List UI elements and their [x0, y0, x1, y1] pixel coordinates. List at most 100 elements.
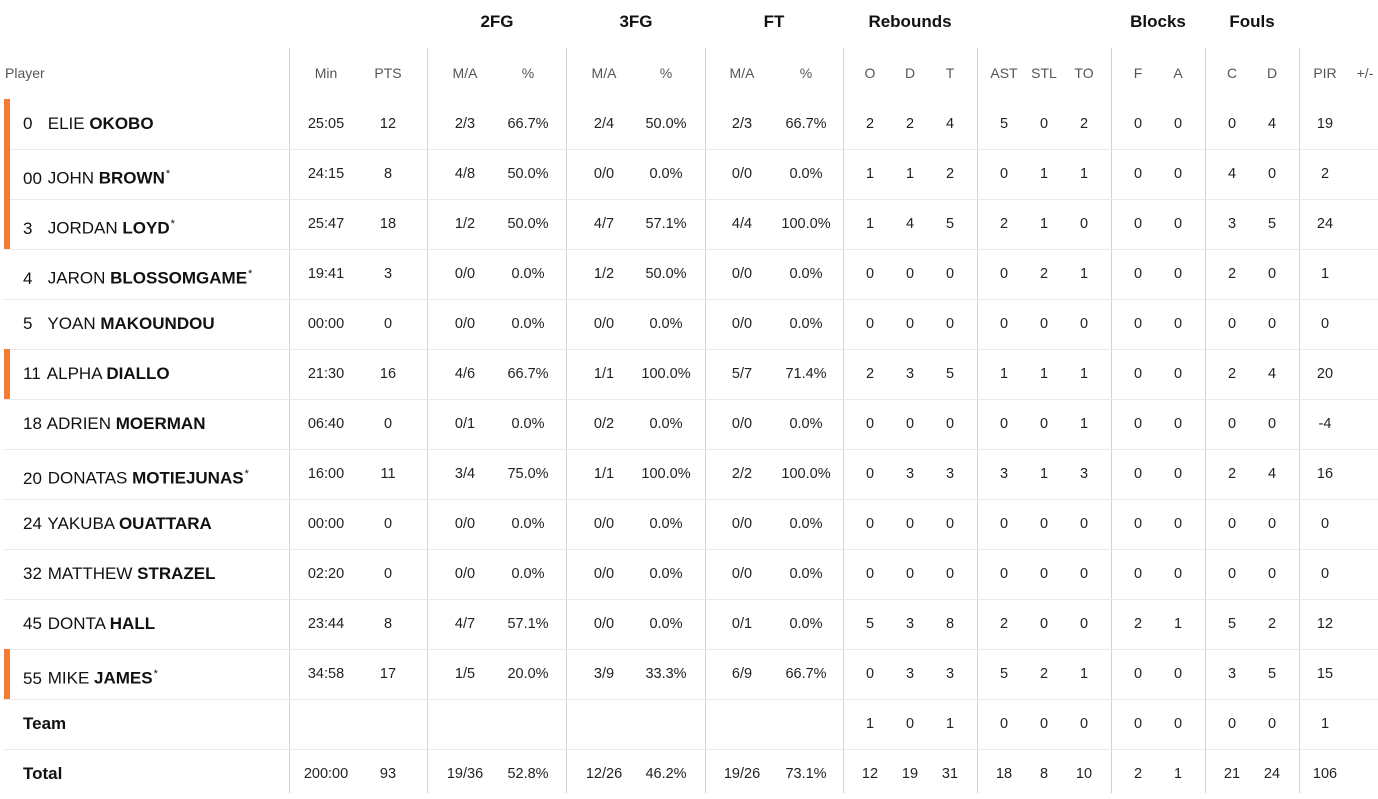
player-row[interactable]: 55 MIKE JAMES* 34:58 17 1/5 20.0% 3/9 33.3% 6/9… [0, 649, 1378, 699]
3fg-made-attempted-cell: 0/0 [593, 516, 615, 532]
player-name-cell[interactable]: 4 JARON BLOSSOMGAME* [23, 249, 252, 299]
player-name-cell[interactable]: 24 YAKUBA OUATTARA [23, 499, 212, 549]
row-divider [4, 399, 1378, 400]
column-header-blk-a[interactable]: A [1173, 65, 1183, 81]
plus-minus-cell [1333, 499, 1378, 549]
turnovers-cell: 10 [1075, 766, 1093, 782]
player-name-cell[interactable]: 3 JORDAN LOYD* [23, 199, 175, 249]
last-name: BLOSSOMGAME [110, 268, 248, 288]
turnovers-cell: 3 [1079, 466, 1089, 482]
column-header-pir[interactable]: PIR [1313, 65, 1337, 81]
column-header-reb-d[interactable]: D [904, 65, 916, 81]
2fg-percentage-cell: 52.8% [507, 766, 549, 782]
total-row: Total 200:00 93 19/36 52.8% 12/26 46.2% 19/26 73… [0, 749, 1378, 799]
first-name: DONTA [47, 614, 106, 633]
pts-cell: 0 [383, 416, 393, 432]
column-header-pts[interactable]: PTS [374, 65, 402, 81]
steals-cell: 2 [1039, 266, 1049, 282]
2fg-made-attempted-cell: 0/0 [454, 566, 476, 582]
min-cell: 34:58 [307, 666, 345, 682]
ft-made-attempted-cell: 0/0 [731, 166, 753, 182]
column-header-ft-pct[interactable]: % [799, 65, 813, 81]
ft-percentage-cell: 0.0% [789, 516, 823, 532]
total-row-label: Total [23, 764, 63, 783]
player-name-cell[interactable]: 55 MIKE JAMES* [23, 649, 158, 699]
total-rebounds-cell: 0 [945, 266, 955, 282]
blocks-for-cell: 0 [1133, 116, 1143, 132]
column-header-ft-ma[interactable]: M/A [729, 65, 755, 81]
defensive-rebounds-cell: 1 [905, 166, 915, 182]
player-row[interactable]: 24 YAKUBA OUATTARA 00:00 0 0/0 0.0% 0/0 0.0% 0/… [0, 499, 1378, 549]
column-header-reb-o[interactable]: O [864, 65, 876, 81]
first-name: ALPHA [46, 364, 102, 383]
player-row[interactable]: 20 DONATAS MOTIEJUNAS* 16:00 11 3/4 75.0% 1/1… [0, 449, 1378, 499]
pir-cell: 0 [1320, 316, 1330, 332]
column-divider [1299, 48, 1300, 793]
column-header-player[interactable]: Player [5, 65, 45, 81]
column-header-2fg-ma[interactable]: M/A [452, 65, 478, 81]
row-divider [4, 649, 1378, 650]
fouls-committed-cell: 0 [1227, 716, 1237, 732]
fouls-drawn-cell: 5 [1267, 666, 1277, 682]
column-header-to[interactable]: TO [1074, 65, 1094, 81]
blocks-against-cell: 0 [1173, 716, 1183, 732]
player-row[interactable]: 00 JOHN BROWN* 24:15 8 4/8 50.0% 0/0 0.0% 0/0 0.… [0, 149, 1378, 199]
column-header-fouls-d[interactable]: D [1266, 65, 1278, 81]
column-header-stl[interactable]: STL [1031, 65, 1057, 81]
row-divider [4, 299, 1378, 300]
turnovers-cell: 1 [1079, 266, 1089, 282]
player-row[interactable]: 32 MATTHEW STRAZEL 02:20 0 0/0 0.0% 0/0 0.0% 0/… [0, 549, 1378, 599]
min-cell: 00:00 [307, 516, 345, 532]
defensive-rebounds-cell: 4 [905, 216, 915, 232]
player-row[interactable]: 4 JARON BLOSSOMGAME* 19:41 3 0/0 0.0% 1/2 50.0… [0, 249, 1378, 299]
player-row[interactable]: 3 JORDAN LOYD* 25:47 18 1/2 50.0% 4/7 57.1% 4/4… [0, 199, 1378, 249]
player-name-cell[interactable]: 11 ALPHA DIALLO [23, 349, 170, 399]
player-row[interactable]: 45 DONTA HALL 23:44 8 4/7 57.1% 0/0 0.0% 0/1 0.0… [0, 599, 1378, 649]
player-name-cell[interactable]: 5 YOAN MAKOUNDOU [23, 299, 215, 349]
plus-minus-cell [1333, 549, 1378, 599]
plus-minus-cell [1333, 299, 1378, 349]
column-header-3fg-pct[interactable]: % [659, 65, 673, 81]
column-header-ast[interactable]: AST [990, 65, 1018, 81]
player-name-cell[interactable]: 00 JOHN BROWN* [23, 149, 170, 199]
blocks-for-cell: 2 [1133, 766, 1143, 782]
last-name: OKOBO [89, 114, 154, 133]
player-row[interactable]: 18 ADRIEN MOERMAN 06:40 0 0/1 0.0% 0/2 0.0% 0/0… [0, 399, 1378, 449]
column-divider [1111, 48, 1112, 793]
jersey-number: 45 [23, 614, 42, 633]
player-name-cell[interactable]: 45 DONTA HALL [23, 599, 155, 649]
total-rebounds-cell: 5 [945, 216, 955, 232]
assists-cell: 0 [999, 316, 1009, 332]
player-name-cell[interactable]: 20 DONATAS MOTIEJUNAS* [23, 449, 249, 499]
column-header-plus-minus[interactable]: +/- [1356, 65, 1374, 81]
offensive-rebounds-cell: 2 [865, 366, 875, 382]
ft-made-attempted-cell: 0/0 [731, 266, 753, 282]
first-name: JOHN [47, 168, 95, 188]
column-header-fouls-c[interactable]: C [1226, 65, 1238, 81]
column-header-reb-t[interactable]: T [945, 65, 955, 81]
fouls-committed-cell: 21 [1223, 766, 1241, 782]
player-name-cell[interactable]: 0 ELIE OKOBO [23, 99, 154, 149]
steals-cell: 0 [1039, 416, 1049, 432]
player-row[interactable]: 5 YOAN MAKOUNDOU 00:00 0 0/0 0.0% 0/0 0.0% 0/0 0… [0, 299, 1378, 349]
total-rebounds-cell: 5 [945, 366, 955, 382]
column-header-2fg-pct[interactable]: % [521, 65, 535, 81]
last-name: OUATTARA [118, 514, 212, 533]
ft-percentage-cell: 0.0% [789, 266, 823, 282]
column-header-3fg-ma[interactable]: M/A [591, 65, 617, 81]
2fg-percentage-cell: 75.0% [507, 466, 549, 482]
player-name-cell[interactable]: 32 MATTHEW STRAZEL [23, 549, 216, 599]
2fg-made-attempted-cell: 0/0 [454, 516, 476, 532]
blocks-for-cell: 0 [1133, 566, 1143, 582]
column-header-blk-f[interactable]: F [1133, 65, 1143, 81]
pir-cell: 106 [1312, 766, 1338, 782]
2fg-made-attempted-cell: 0/0 [454, 316, 476, 332]
offensive-rebounds-cell: 0 [865, 466, 875, 482]
3fg-percentage-cell: 0.0% [649, 566, 683, 582]
column-header-min[interactable]: Min [314, 65, 338, 81]
jersey-number: 18 [23, 414, 42, 433]
3fg-made-attempted-cell: 1/1 [593, 366, 615, 382]
player-row[interactable]: 11 ALPHA DIALLO 21:30 16 4/6 66.7% 1/1 100.0% 5… [0, 349, 1378, 399]
player-row[interactable]: 0 ELIE OKOBO 25:05 12 2/3 66.7% 2/4 50.0% 2/3 66… [0, 99, 1378, 149]
player-name-cell[interactable]: 18 ADRIEN MOERMAN [23, 399, 205, 449]
